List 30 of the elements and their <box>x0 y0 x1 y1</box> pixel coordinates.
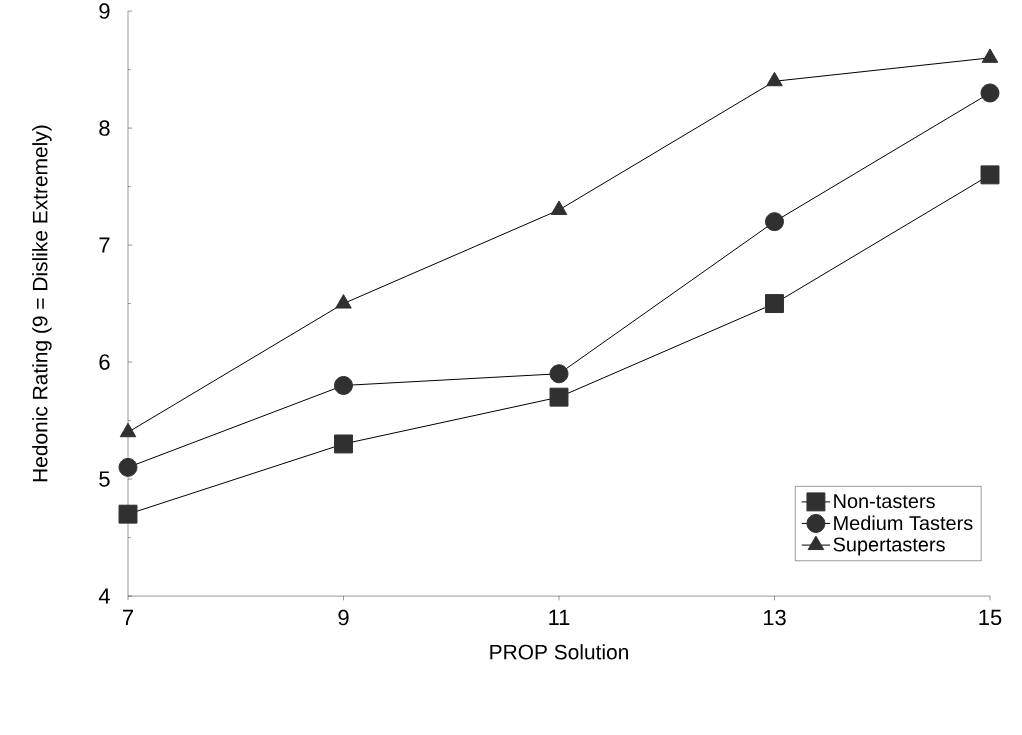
y-tick-label: 7 <box>99 237 110 253</box>
point <box>980 83 1000 103</box>
x-tick-label: 9 <box>338 609 349 626</box>
point <box>765 294 784 313</box>
x-tick-label: 11 <box>549 609 570 625</box>
point <box>550 200 568 215</box>
legend-label: Medium Tasters <box>834 515 973 531</box>
point <box>549 364 569 384</box>
y-axis-title: Hedonic Rating (9 = Dislike Extremely) <box>32 125 52 482</box>
x-axis-title: PROP Solution <box>490 644 628 660</box>
point <box>765 212 784 232</box>
legend-label: Supertasters <box>833 537 945 556</box>
y-tick-label: 6 <box>99 354 110 370</box>
point <box>335 294 352 309</box>
point <box>118 457 138 477</box>
point <box>980 165 1000 185</box>
point <box>981 48 999 63</box>
y-tick-label: 8 <box>99 120 110 136</box>
x-tick-label: 15 <box>979 609 1002 626</box>
point <box>118 504 138 524</box>
point <box>549 387 569 407</box>
y-tick-label: 5 <box>99 471 110 487</box>
y-tick-label: 4 <box>98 588 110 604</box>
y-tick-label: 9 <box>99 3 110 19</box>
point <box>766 71 783 87</box>
x-tick-label: 7 <box>123 609 133 625</box>
point <box>334 434 353 454</box>
legend-label: Non-tasters <box>834 494 935 509</box>
x-tick-label: 13 <box>763 609 786 626</box>
point <box>334 375 353 395</box>
